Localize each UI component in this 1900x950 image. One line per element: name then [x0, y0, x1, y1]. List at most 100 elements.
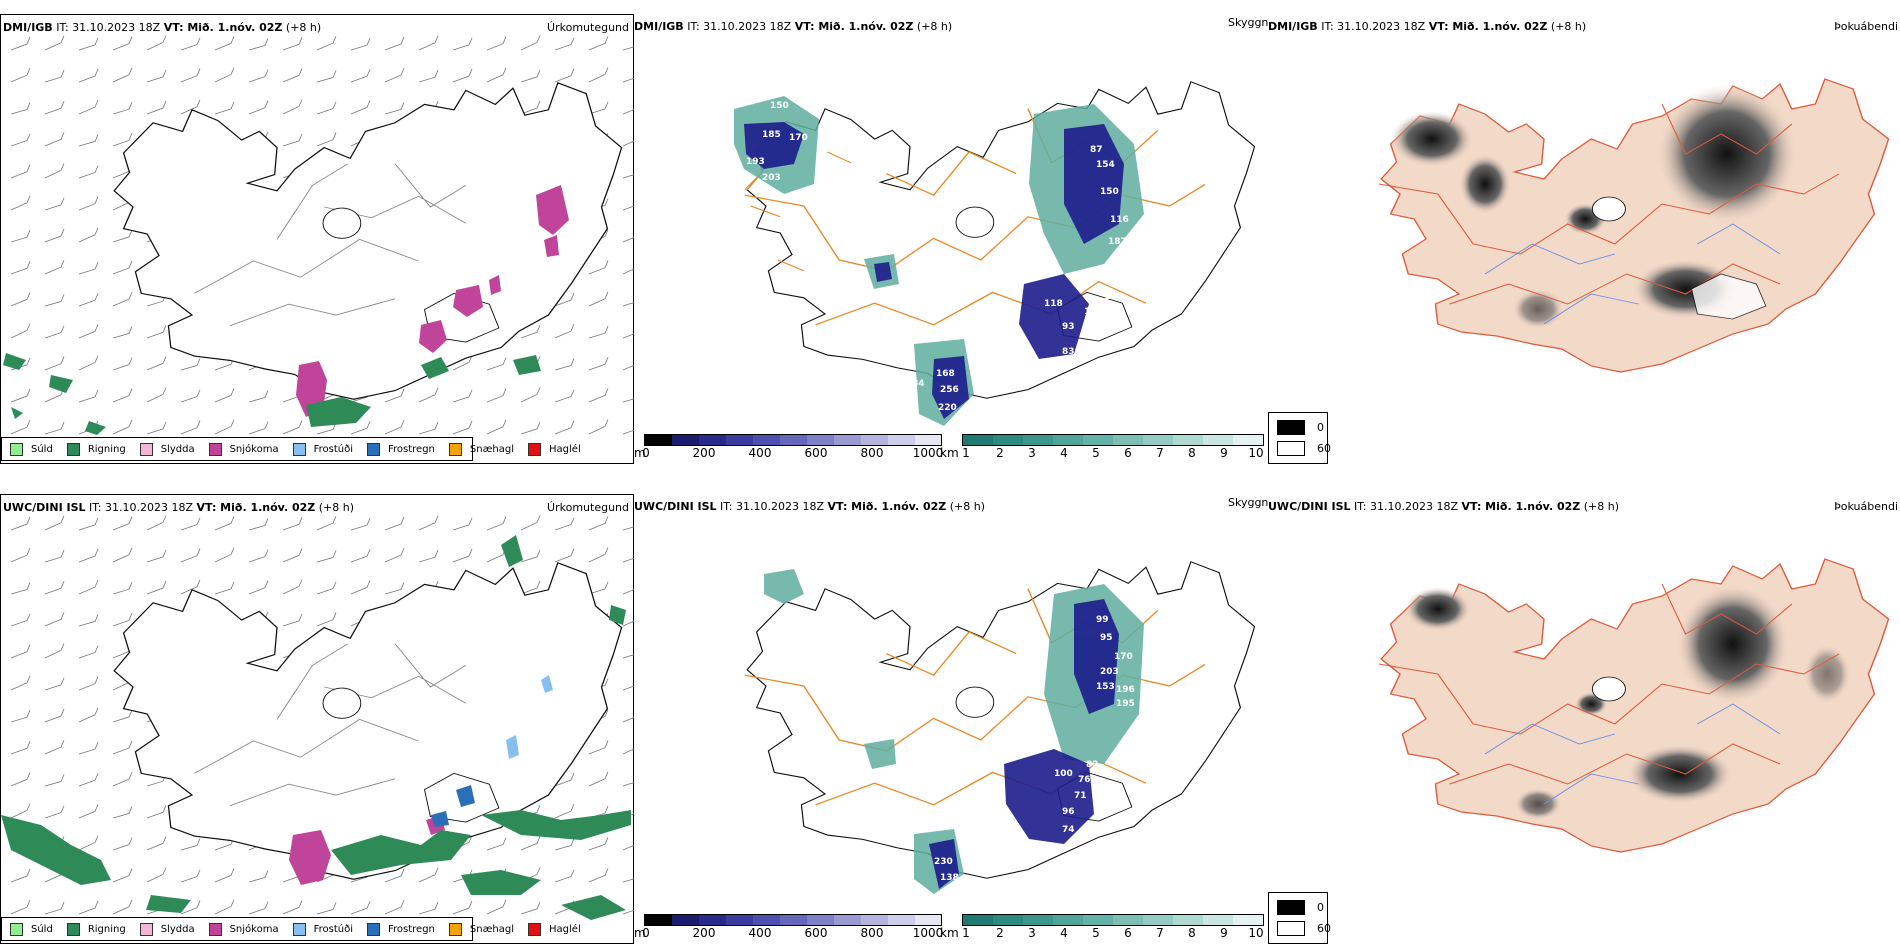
- cloud-value: 203: [762, 173, 781, 183]
- cloud-value: 220: [938, 403, 957, 413]
- fog-legend: 0 60: [1268, 412, 1331, 464]
- cloud-value: 74: [1062, 825, 1075, 835]
- cloud-value: 185: [762, 130, 781, 140]
- legend-label: 0: [1317, 421, 1324, 434]
- legend-swatch: [208, 922, 222, 936]
- panel-header: UWC/DINI ISL IT: 31.10.2023 18Z VT: Mið.…: [634, 500, 985, 513]
- cloud-value: 84: [912, 379, 925, 389]
- colorbar-unit: km: [940, 926, 959, 940]
- it-value: 31.10.2023 18Z: [703, 20, 792, 33]
- cloud-value: 87: [1090, 145, 1103, 155]
- fog-map: [1378, 558, 1890, 853]
- legend-swatch: [1277, 921, 1305, 936]
- cloud-value: 118: [1084, 307, 1103, 317]
- legend-swatch: [367, 922, 380, 936]
- it-value: 31.10.2023 18Z: [72, 21, 161, 34]
- legend-item-sudl: Súld: [10, 922, 53, 936]
- legend-item-snjokoma: Snjókoma: [208, 442, 279, 456]
- it-label: IT:: [56, 21, 69, 34]
- legend-item-slydda: Slydda: [139, 442, 195, 456]
- legend-label: Slydda: [160, 923, 195, 935]
- it-value: 31.10.2023 18Z: [1337, 20, 1426, 33]
- cloud-value: 193: [746, 157, 765, 167]
- tick-label: 7: [1156, 926, 1164, 940]
- legend-label: Rigning: [87, 443, 126, 455]
- vt-label: VT: Mið. 1.nóv. 02Z: [794, 20, 914, 33]
- tick-label: 2: [996, 446, 1004, 460]
- legend-swatch: [66, 922, 80, 936]
- tick-label: 1000: [912, 446, 944, 460]
- cloud-base-colorbar: m 0 200 400 600 800 1000: [634, 434, 944, 460]
- legend-swatch: [208, 442, 222, 456]
- legend-item-slydda: Slydda: [139, 922, 195, 936]
- legend-swatch: [139, 442, 153, 456]
- tick-label: 400: [748, 926, 772, 940]
- tick-label: 8: [1188, 446, 1196, 460]
- legend-item-frostudi: Frostúði: [292, 442, 353, 456]
- legend-label: Frostregn: [388, 443, 435, 455]
- precip-legend: Súld Rigning Slydda Snjókoma Frostúði Fr…: [1, 437, 581, 461]
- legend-item-frostudi: Frostúði: [292, 922, 353, 936]
- tick-label: 3: [1028, 446, 1036, 460]
- it-label: IT:: [1321, 20, 1334, 33]
- legend-label: Haglél: [549, 443, 581, 455]
- legend-label: Frostúði: [313, 443, 353, 455]
- legend-swatch: [1277, 441, 1305, 456]
- cloud-value: 256: [940, 385, 959, 395]
- cloud-value: 93: [1062, 322, 1075, 332]
- panel-header: UWC/DINI ISL IT: 31.10.2023 18Z VT: Mið.…: [1268, 500, 1619, 513]
- cloud-value: 187: [1108, 237, 1127, 247]
- it-label: IT:: [1354, 500, 1367, 513]
- legend-item-snaehagl: Snæhagl: [448, 442, 514, 456]
- legend-item-frostregn: Frostregn: [367, 922, 435, 936]
- legend-label: 60: [1317, 922, 1331, 935]
- panel-title: Skyggni: [1228, 16, 1272, 29]
- legend-item-rigning: Rigning: [66, 442, 126, 456]
- it-label: IT:: [89, 501, 102, 514]
- tick-label: 6: [1124, 446, 1132, 460]
- legend-item-snjokoma: Snjókoma: [208, 922, 279, 936]
- legend-item-sudl: Súld: [10, 442, 53, 456]
- legend-swatch: [66, 442, 80, 456]
- cloud-value: 203: [1100, 667, 1119, 677]
- cloud-value: 138: [940, 873, 959, 883]
- legend-swatch: [448, 922, 462, 936]
- tick-label: 4: [1060, 446, 1068, 460]
- tick-label: 2: [996, 926, 1004, 940]
- cloud-value: 96: [1062, 807, 1075, 817]
- legend-label: Rigning: [87, 923, 126, 935]
- cloud-value: 196: [1116, 685, 1135, 695]
- tick-label: 600: [804, 926, 828, 940]
- legend-item-rigning: Rigning: [66, 922, 126, 936]
- panel-title: Þokuábendi: [1834, 500, 1898, 513]
- colorbar-cells: [962, 434, 1264, 446]
- fog-legend: 0 60: [1268, 892, 1331, 944]
- tick-label: 800: [860, 446, 884, 460]
- cloud-map: 150 185 170 193 203 108 87 154 150 116 1…: [734, 81, 1256, 426]
- lead-time: (+8 h): [1583, 500, 1620, 513]
- colorbar-unit: m: [634, 446, 646, 460]
- legend-swatch: [139, 922, 153, 936]
- visibility-colorbar: km 1 2 3 4 5 6 7 8 9 10: [940, 914, 1270, 940]
- colorbar-unit: km: [940, 446, 959, 460]
- vt-label: VT: Mið. 1.nóv. 02Z: [196, 501, 316, 514]
- cloud-panel-uwc: UWC/DINI ISL IT: 31.10.2023 18Z VT: Mið.…: [634, 494, 1331, 944]
- legend-label: Snæhagl: [469, 923, 515, 935]
- cloud-value: 99: [1096, 615, 1109, 625]
- tick-label: 400: [748, 446, 772, 460]
- it-value: 31.10.2023 18Z: [736, 500, 825, 513]
- cloud-value: 100: [1054, 769, 1073, 779]
- cloud-value: 108: [774, 193, 793, 203]
- lead-time: (+8 h): [916, 20, 953, 33]
- fog-panel-dmi: DMI/IGB IT: 31.10.2023 18Z VT: Mið. 1.nó…: [1268, 14, 1900, 394]
- colorbar-cells: [644, 434, 942, 446]
- cloud-panel-dmi: DMI/IGB IT: 31.10.2023 18Z VT: Mið. 1.nó…: [634, 14, 1331, 464]
- model-name: UWC/DINI ISL: [634, 500, 717, 513]
- cloud-base-colorbar: m 0 200 400 600 800 1000: [634, 914, 944, 940]
- lead-time: (+8 h): [285, 21, 322, 34]
- it-value: 31.10.2023 18Z: [105, 501, 194, 514]
- tick-label: 3: [1028, 926, 1036, 940]
- legend-label: Súld: [31, 443, 53, 455]
- colorbar-ticks: 0 200 400 600 800 1000: [642, 926, 954, 940]
- precip-legend: Súld Rigning Slydda Snjókoma Frostúði Fr…: [1, 917, 581, 941]
